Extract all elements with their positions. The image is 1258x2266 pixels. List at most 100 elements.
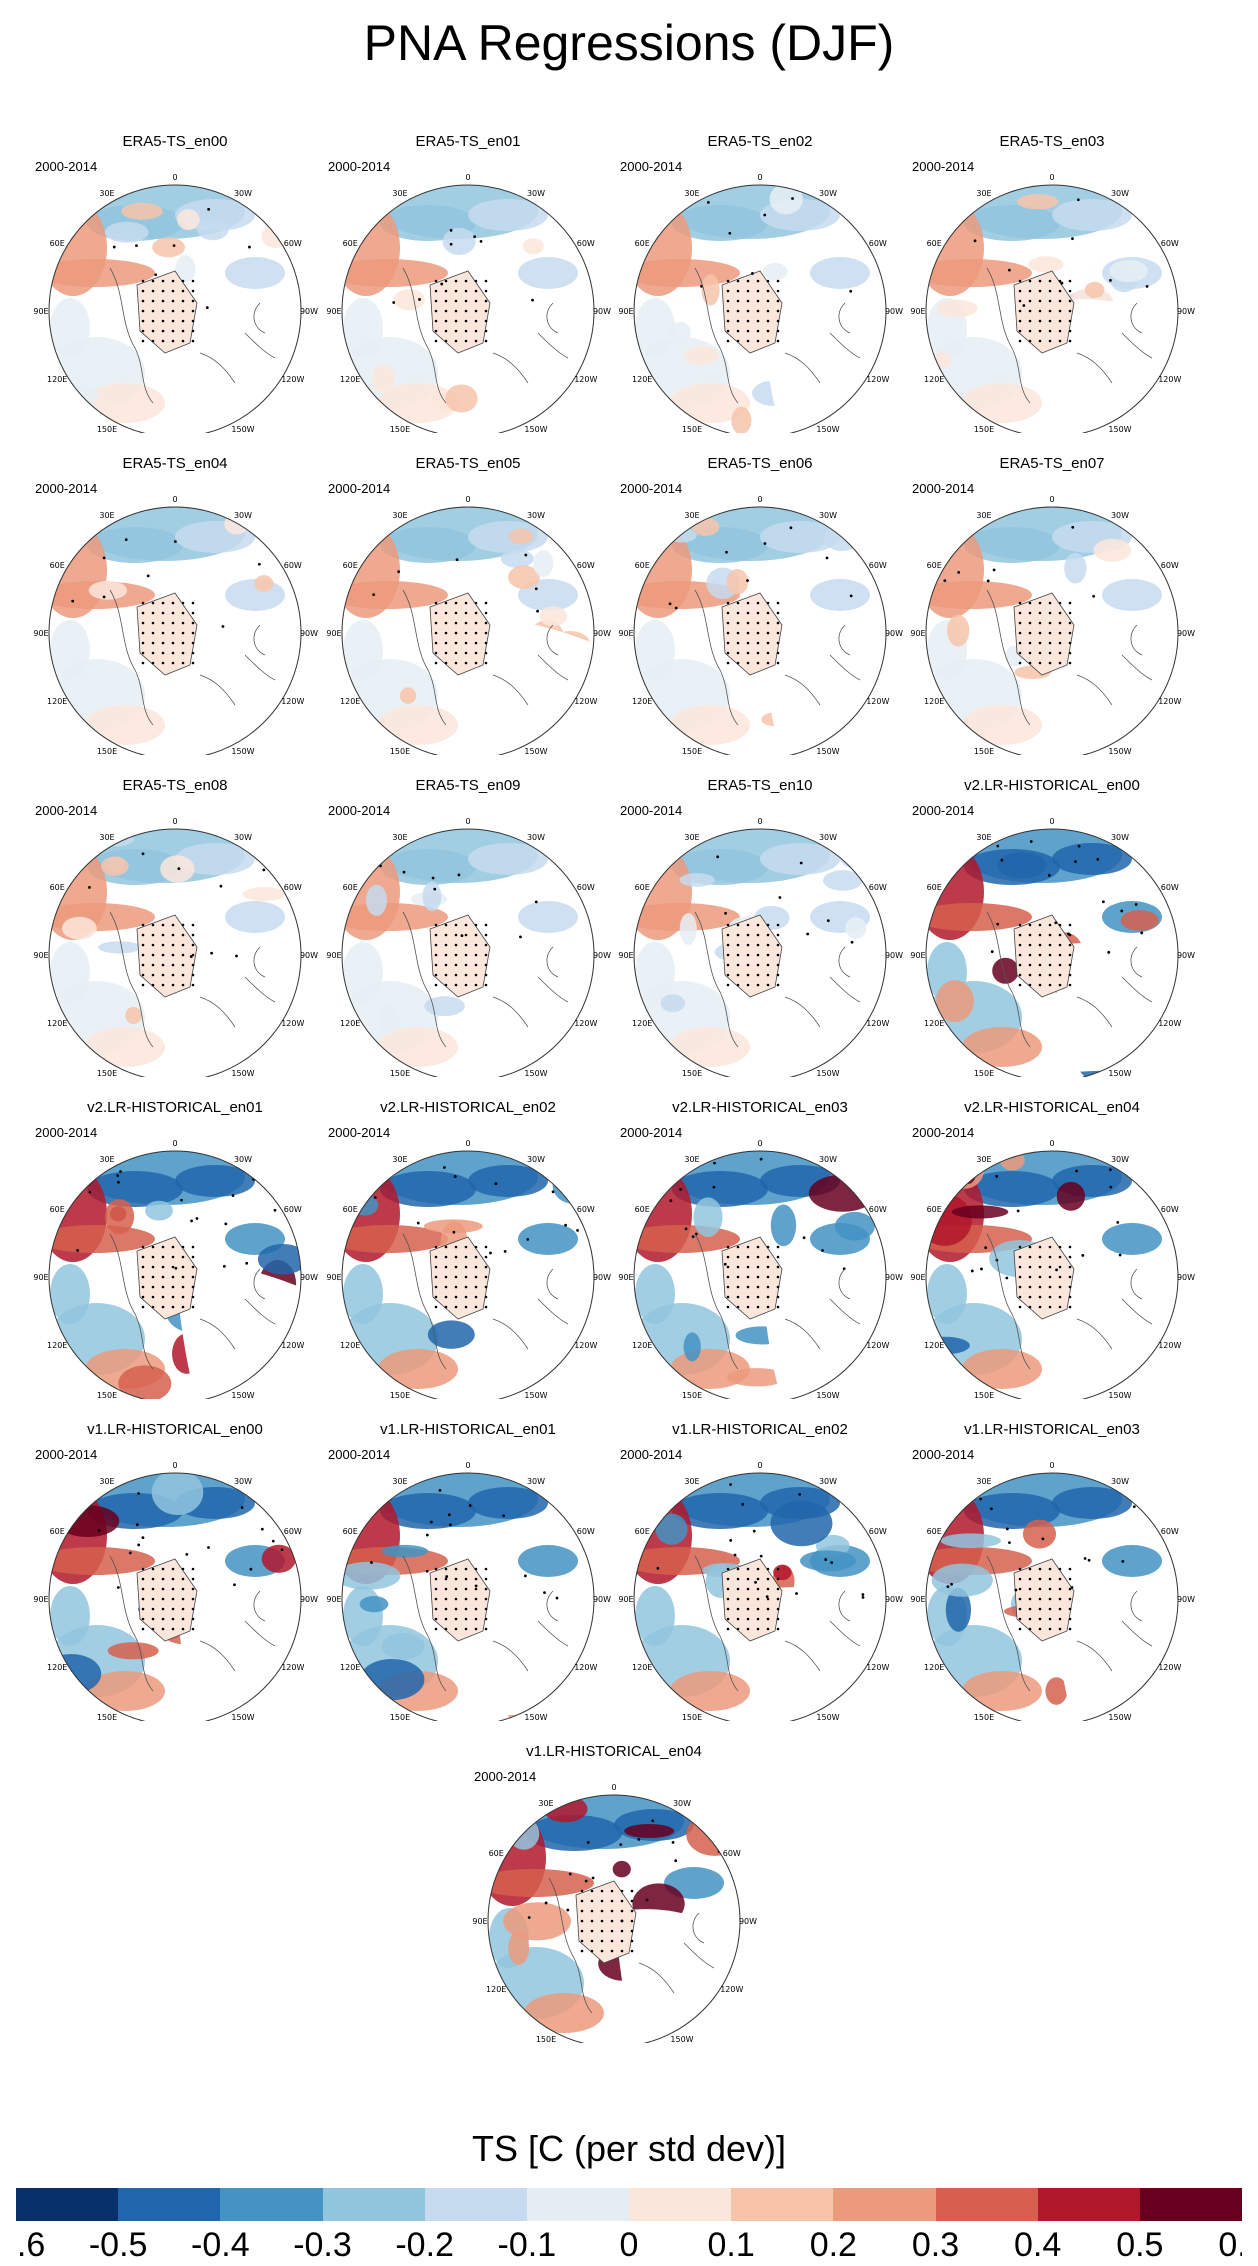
longitude-label: 150W	[231, 747, 254, 755]
temperature-field	[926, 507, 1178, 755]
polar-map: 180150E120E90E60E30E030W60W90W120W150W	[326, 173, 611, 433]
longitude-label: 30W	[527, 189, 545, 198]
longitude-label: 0	[172, 817, 177, 826]
longitude-label: 150E	[682, 747, 702, 755]
longitude-label: 60E	[343, 561, 358, 570]
longitude-label: 150E	[974, 1713, 994, 1721]
panel-title: ERA5-TS_en02	[707, 133, 813, 150]
longitude-label: 120W	[1158, 1663, 1181, 1672]
longitude-label: 30E	[99, 833, 114, 842]
longitude-label: 30E	[684, 189, 699, 198]
polar-map: 180150E120E90E60E30E030W60W90W120W150W	[910, 173, 1195, 433]
longitude-label: 90W	[885, 1273, 903, 1282]
longitude-label: 90E	[618, 629, 633, 638]
longitude-label: 150E	[390, 747, 410, 755]
panel-title: ERA5-TS_en09	[415, 777, 521, 794]
polar-map: 180150E120E90E60E30E030W60W90W120W150W	[910, 495, 1195, 755]
longitude-label: 120E	[340, 1341, 360, 1350]
panel-title: ERA5-TS_en07	[999, 455, 1105, 472]
longitude-label: 150W	[524, 1713, 547, 1721]
longitude-label: 120W	[720, 1985, 743, 1994]
longitude-label: 0	[465, 1461, 470, 1470]
longitude-label: 90W	[593, 1273, 611, 1282]
panel-period-label: 2000-2014	[620, 481, 683, 496]
panel-title: ERA5-TS_en03	[999, 133, 1105, 150]
longitude-label: 150W	[524, 1391, 547, 1399]
longitude-label: 30W	[234, 189, 252, 198]
longitude-label: 150W	[1108, 1391, 1131, 1399]
longitude-label: 120E	[47, 697, 67, 706]
longitude-label: 30E	[392, 1477, 407, 1486]
longitude-label: 120W	[281, 375, 304, 384]
colorbar-swatch	[731, 2188, 834, 2221]
temperature-field	[49, 185, 301, 433]
longitude-label: 90E	[618, 951, 633, 960]
panel-period-label: 2000-2014	[912, 1447, 975, 1462]
longitude-label: 150W	[816, 425, 839, 433]
longitude-label: 90E	[618, 1595, 633, 1604]
temperature-field	[488, 1795, 740, 2043]
colorbar-swatch	[526, 2188, 630, 2221]
map-panel: ERA5-TS_en092000-2014180150E120E90E60E30…	[318, 777, 618, 1077]
colorbar-tick-label: 0	[619, 2226, 639, 2264]
polar-map: 180150E120E90E60E30E030W60W90W120W150W	[618, 1139, 903, 1399]
polar-map: 180150E120E90E60E30E030W60W90W120W150W	[326, 1461, 611, 1721]
longitude-label: 150W	[524, 425, 547, 433]
colorbar-swatch	[935, 2188, 1038, 2221]
longitude-label: 60W	[869, 1527, 887, 1536]
panel-title: v2.LR-HISTORICAL_en01	[87, 1099, 263, 1116]
longitude-label: 30E	[976, 1477, 991, 1486]
longitude-label: 60E	[927, 883, 942, 892]
longitude-label: 90E	[910, 1273, 925, 1282]
map-panel: ERA5-TS_en102000-2014180150E120E90E60E30…	[610, 777, 910, 1077]
polar-map: 180150E120E90E60E30E030W60W90W120W150W	[618, 173, 903, 433]
longitude-label: 150W	[816, 747, 839, 755]
longitude-label: 30W	[234, 833, 252, 842]
longitude-label: 150E	[97, 747, 117, 755]
longitude-label: 60E	[635, 561, 650, 570]
panel-period-label: 2000-2014	[912, 159, 975, 174]
map-panel: v1.LR-HISTORICAL_en022000-2014180150E120…	[610, 1421, 910, 1721]
longitude-label: 90E	[326, 629, 341, 638]
longitude-label: 120E	[47, 375, 67, 384]
panel-title: ERA5-TS_en04	[122, 455, 228, 472]
longitude-label: 30E	[976, 1155, 991, 1164]
longitude-label: 120E	[924, 1663, 944, 1672]
longitude-label: 0	[465, 1139, 470, 1148]
map-panel: ERA5-TS_en022000-2014180150E120E90E60E30…	[610, 133, 910, 433]
longitude-label: 150W	[816, 1391, 839, 1399]
longitude-label: 120E	[632, 1019, 652, 1028]
panel-period-label: 2000-2014	[620, 803, 683, 818]
longitude-label: 120W	[866, 697, 889, 706]
longitude-label: 30W	[527, 1155, 545, 1164]
longitude-label: 120E	[340, 375, 360, 384]
longitude-label: 90W	[1177, 951, 1195, 960]
longitude-label: 30W	[1111, 1155, 1129, 1164]
map-panel: ERA5-TS_en03 2000-2014180150E120E90E60E30…	[902, 133, 1202, 433]
longitude-label: 150E	[682, 1069, 702, 1077]
longitude-label: 90W	[885, 629, 903, 638]
longitude-label: 90E	[33, 1273, 48, 1282]
panel-period-label: 2000-2014	[328, 159, 391, 174]
longitude-label: 90E	[472, 1917, 487, 1926]
longitude-label: 60W	[284, 1527, 302, 1536]
longitude-label: 0	[757, 495, 762, 504]
longitude-label: 30E	[99, 511, 114, 520]
longitude-label: 150E	[974, 1069, 994, 1077]
longitude-label: 60E	[927, 1205, 942, 1214]
map-panel: ERA5-TS_en042000-2014180150E120E90E60E30…	[25, 455, 325, 755]
longitude-label: 90E	[33, 629, 48, 638]
longitude-label: 60W	[1161, 883, 1179, 892]
longitude-label: 120W	[1158, 1019, 1181, 1028]
panel-period-label: 2000-2014	[328, 1125, 391, 1140]
longitude-label: 120E	[486, 1985, 506, 1994]
colorbar-tick-label: 0.1	[707, 2226, 755, 2264]
map-panel: ERA5-TS_en012000-2014180150E120E90E60E30…	[318, 133, 618, 433]
longitude-label: 120E	[924, 697, 944, 706]
polar-map: 180150E120E90E60E30E030W60W90W120W150W	[618, 1461, 903, 1721]
longitude-label: 60W	[869, 1205, 887, 1214]
longitude-label: 0	[1049, 1139, 1054, 1148]
longitude-label: 60W	[577, 239, 595, 248]
panel-title: ERA5-TS_en08	[122, 777, 228, 794]
longitude-label: 60W	[577, 1527, 595, 1536]
